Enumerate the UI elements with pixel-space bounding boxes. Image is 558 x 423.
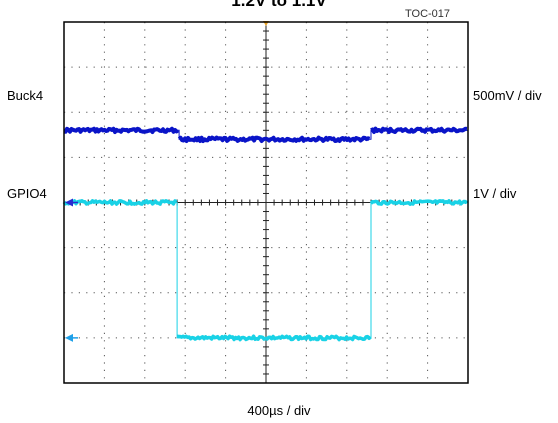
series-buck4	[63, 126, 468, 143]
series-label-gpio4: GPIO4	[7, 186, 47, 201]
series-segment	[369, 199, 469, 206]
scale-label-gpio4: 1V / div	[473, 186, 517, 201]
series-gpio4	[62, 199, 469, 342]
series-segment	[176, 334, 372, 342]
plot-frame	[63, 21, 469, 384]
series-segment	[177, 135, 371, 143]
x-axis-label: 400µs / div	[247, 403, 311, 418]
series-segment	[62, 199, 178, 206]
series-segment	[63, 126, 180, 134]
grid	[63, 21, 469, 384]
traces	[62, 126, 469, 342]
buck4-ground-marker	[65, 333, 73, 342]
scale-label-buck4: 500mV / div	[473, 88, 542, 103]
series-segment	[370, 126, 468, 134]
figure-id: TOC-017	[405, 8, 451, 20]
chart-title: 1.2V to 1.1V	[231, 0, 327, 10]
series-label-buck4: Buck4	[7, 88, 44, 103]
markers	[65, 21, 269, 342]
gpio4-ground-marker	[65, 198, 73, 207]
